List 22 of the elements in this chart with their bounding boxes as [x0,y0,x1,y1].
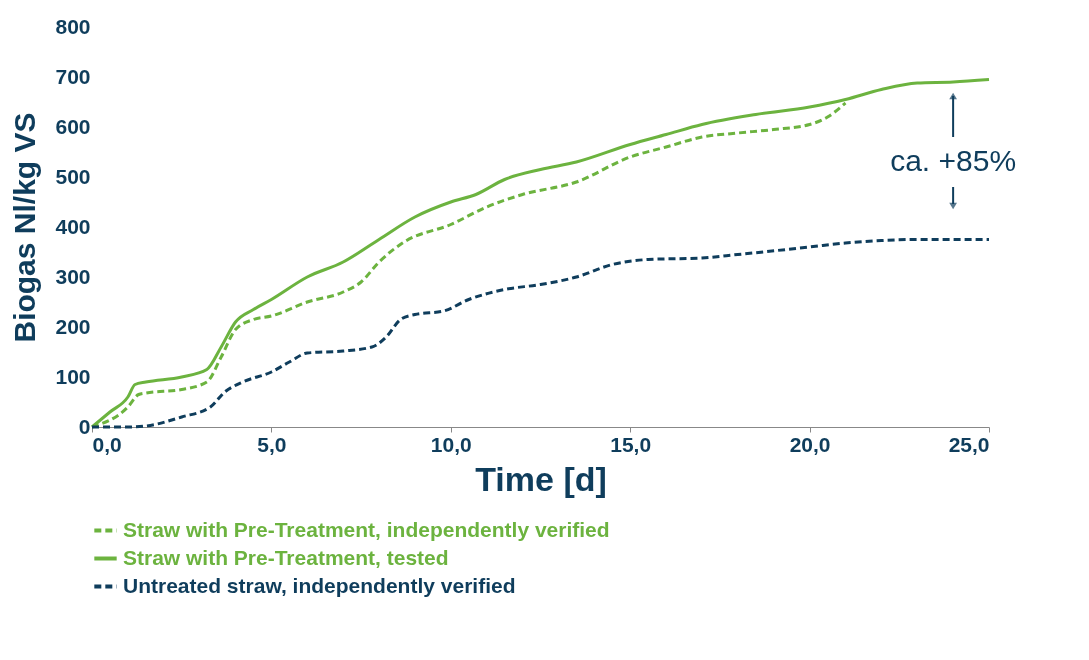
x-tick-label: 15,0 [610,432,652,456]
x-tick-label: 20,0 [789,432,831,456]
legend-label: Untreated straw, independently verified [123,573,516,597]
x-tick-label: 10,0 [430,432,472,456]
x-tick-label: 0,0 [92,432,122,456]
y-tick-label: 700 [55,64,91,88]
y-tick-label: 100 [55,364,91,388]
y-tick-label: 200 [55,314,91,338]
x-tick-label: 5,0 [257,432,287,456]
legend-label: Straw with Pre-Treatment, tested [123,545,449,569]
y-tick-label: 500 [55,164,91,188]
x-axis-title: Time [d] [475,459,607,498]
y-tick-label: 400 [55,214,91,238]
y-tick-label: 800 [55,14,91,38]
y-tick-label: 300 [55,264,91,288]
line-series [90,238,991,429]
y-tick-label: 600 [55,114,91,138]
legend-label: Straw with Pre-Treatment, independently verified [123,517,610,541]
y-tick-label: 0 [78,414,91,438]
annotation: ca. +85% [890,144,1017,177]
x-tick-label: 25,0 [948,432,990,456]
y-axis-title: Biogas Nl/kg VS [8,112,42,343]
